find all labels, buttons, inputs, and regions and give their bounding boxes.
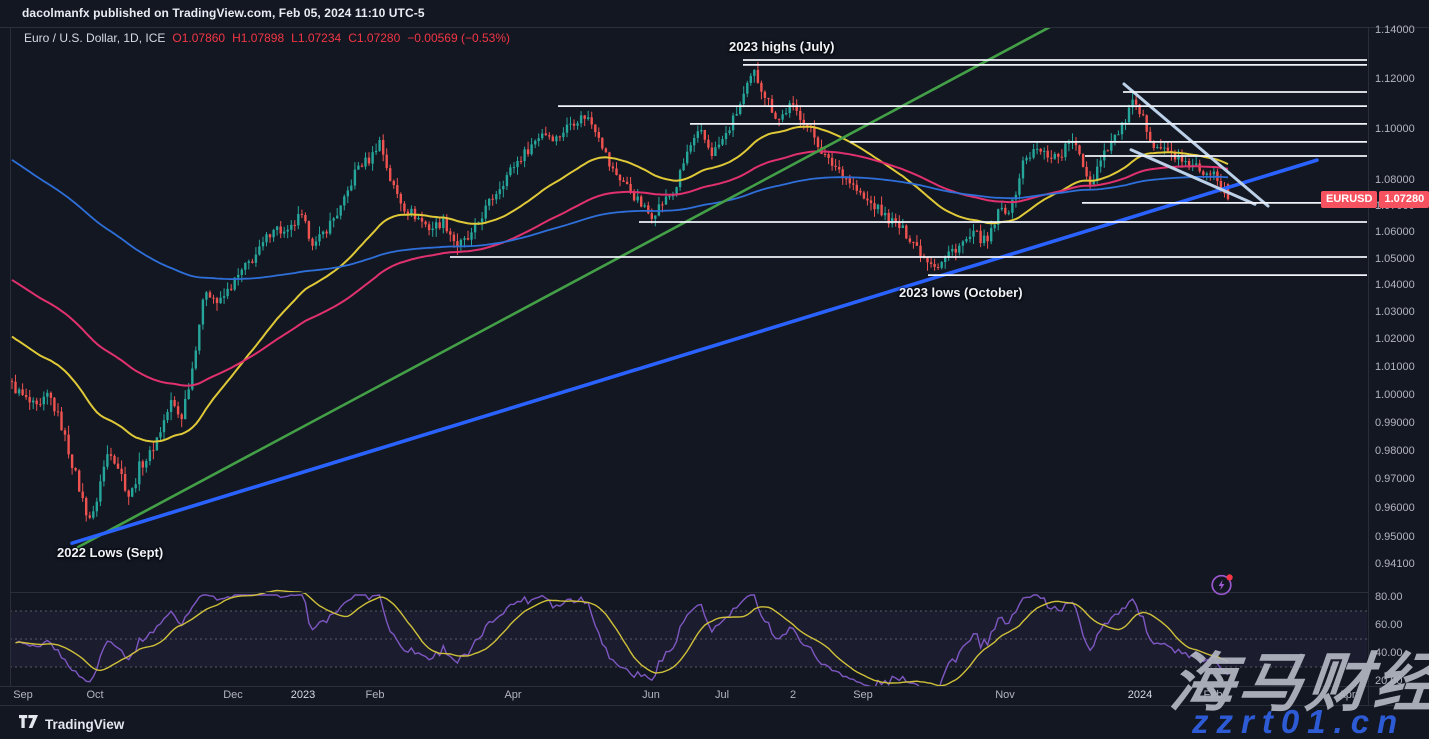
- flash-refresh-button[interactable]: [1209, 571, 1236, 598]
- time-axis-label: Oct: [86, 689, 104, 701]
- time-axis-label: Sep: [13, 689, 33, 701]
- price-axis-tick: 1.10000: [1375, 123, 1415, 135]
- tradingview-logo-icon: [19, 714, 38, 734]
- watermark-url-text: zzrt01.cn: [1192, 703, 1406, 739]
- price-axis-tick: 1.03000: [1375, 306, 1415, 319]
- rsi-axis-tick: 60.00: [1375, 618, 1403, 631]
- last-price-symbol: EURUSD: [1321, 191, 1378, 209]
- last-price-label: EURUSD 1.07280: [1321, 191, 1429, 209]
- legend-l-value: L1.07234: [291, 31, 342, 45]
- price-axis-tick: 0.96000: [1375, 502, 1415, 515]
- annotation-2023-highs: 2023 highs (July): [729, 39, 835, 54]
- rsi-axis-tick: 40.00: [1375, 646, 1403, 659]
- price-axis-tick: 0.95000: [1375, 531, 1415, 544]
- annotation-2022-lows: 2022 Lows (Sept): [57, 545, 164, 560]
- price-scale-separator: [1368, 28, 1369, 705]
- price-axis[interactable]: 1.140001.120001.100001.080001.070001.060…: [1369, 0, 1429, 705]
- time-axis-label: Dec: [223, 689, 243, 701]
- price-axis-tick: 0.94100: [1375, 557, 1415, 570]
- price-axis-tick: 1.00000: [1375, 388, 1415, 401]
- time-axis-label: Apr: [504, 689, 522, 701]
- last-price-value: 1.07280: [1379, 191, 1429, 209]
- price-axis-tick: 0.99000: [1375, 416, 1415, 429]
- legend-ohlc-values: O1.07860 H1.07898 L1.07234 C1.07280 −0.00569…: [165, 31, 510, 45]
- time-axis-label: Feb: [1203, 689, 1223, 701]
- price-axis-tick: 1.04000: [1375, 279, 1415, 292]
- symbol-title: Euro / U.S. Dollar, 1D, ICE: [24, 31, 166, 45]
- time-axis-label: Nov: [995, 689, 1015, 701]
- price-axis-tick: 1.02000: [1375, 333, 1415, 346]
- tradingview-logo-link[interactable]: TradingView: [19, 714, 124, 734]
- rsi-axis-tick: 20.00: [1375, 674, 1403, 687]
- snapshot-header-bar: dacolmanfx published on TradingView.com,…: [0, 0, 1429, 28]
- price-axis-tick: 1.05000: [1375, 252, 1415, 265]
- price-axis-tick: 1.14000: [1375, 23, 1415, 36]
- price-axis-tick: 1.01000: [1375, 360, 1415, 373]
- price-axis-tick: 1.08000: [1375, 174, 1415, 187]
- time-axis-label: Jul: [714, 689, 730, 701]
- time-axis-label: Apr: [1338, 689, 1356, 701]
- rsi-axis-tick: 80.00: [1375, 590, 1403, 603]
- legend-change-value: −0.00569 (−0.53%): [407, 31, 511, 45]
- footer-separator: [0, 705, 1429, 706]
- legend-h-value: H1.07898: [232, 31, 285, 45]
- price-axis-tick: 0.98000: [1375, 444, 1415, 457]
- flash-circle-icon: [1209, 574, 1236, 602]
- time-scale-separator: [0, 686, 1429, 687]
- footer-bar: TradingView: [0, 706, 1429, 739]
- time-axis-label: Sep: [853, 689, 873, 701]
- legend-c-value: C1.07280: [348, 31, 401, 45]
- legend-o-value: O1.07860: [172, 31, 226, 45]
- time-axis-label: 2023: [290, 689, 316, 701]
- time-axis-label: 2: [789, 689, 797, 701]
- price-axis-tick: 0.97000: [1375, 473, 1415, 486]
- symbol-legend: Euro / U.S. Dollar, 1D, ICE O1.07860 H1.07…: [24, 31, 510, 45]
- pane-left-border: [10, 28, 11, 686]
- time-axis-label: Jun: [642, 689, 660, 701]
- pane-divider[interactable]: [10, 592, 1368, 593]
- time-axis-label: Feb: [365, 689, 385, 701]
- tradingview-brand-label: TradingView: [45, 716, 125, 732]
- price-axis-tick: 1.12000: [1375, 72, 1415, 85]
- time-axis-label: 2024: [1127, 689, 1153, 701]
- price-axis-tick: 1.06000: [1375, 226, 1415, 239]
- annotation-2023-lows: 2023 lows (October): [899, 285, 1023, 300]
- time-axis[interactable]: Sep Oct Dec 2023 Feb Apr Jun Jul 2 Sep Nov 2024 Feb A…: [0, 686, 1429, 705]
- publisher-line: dacolmanfx published on TradingView.com,…: [22, 6, 425, 20]
